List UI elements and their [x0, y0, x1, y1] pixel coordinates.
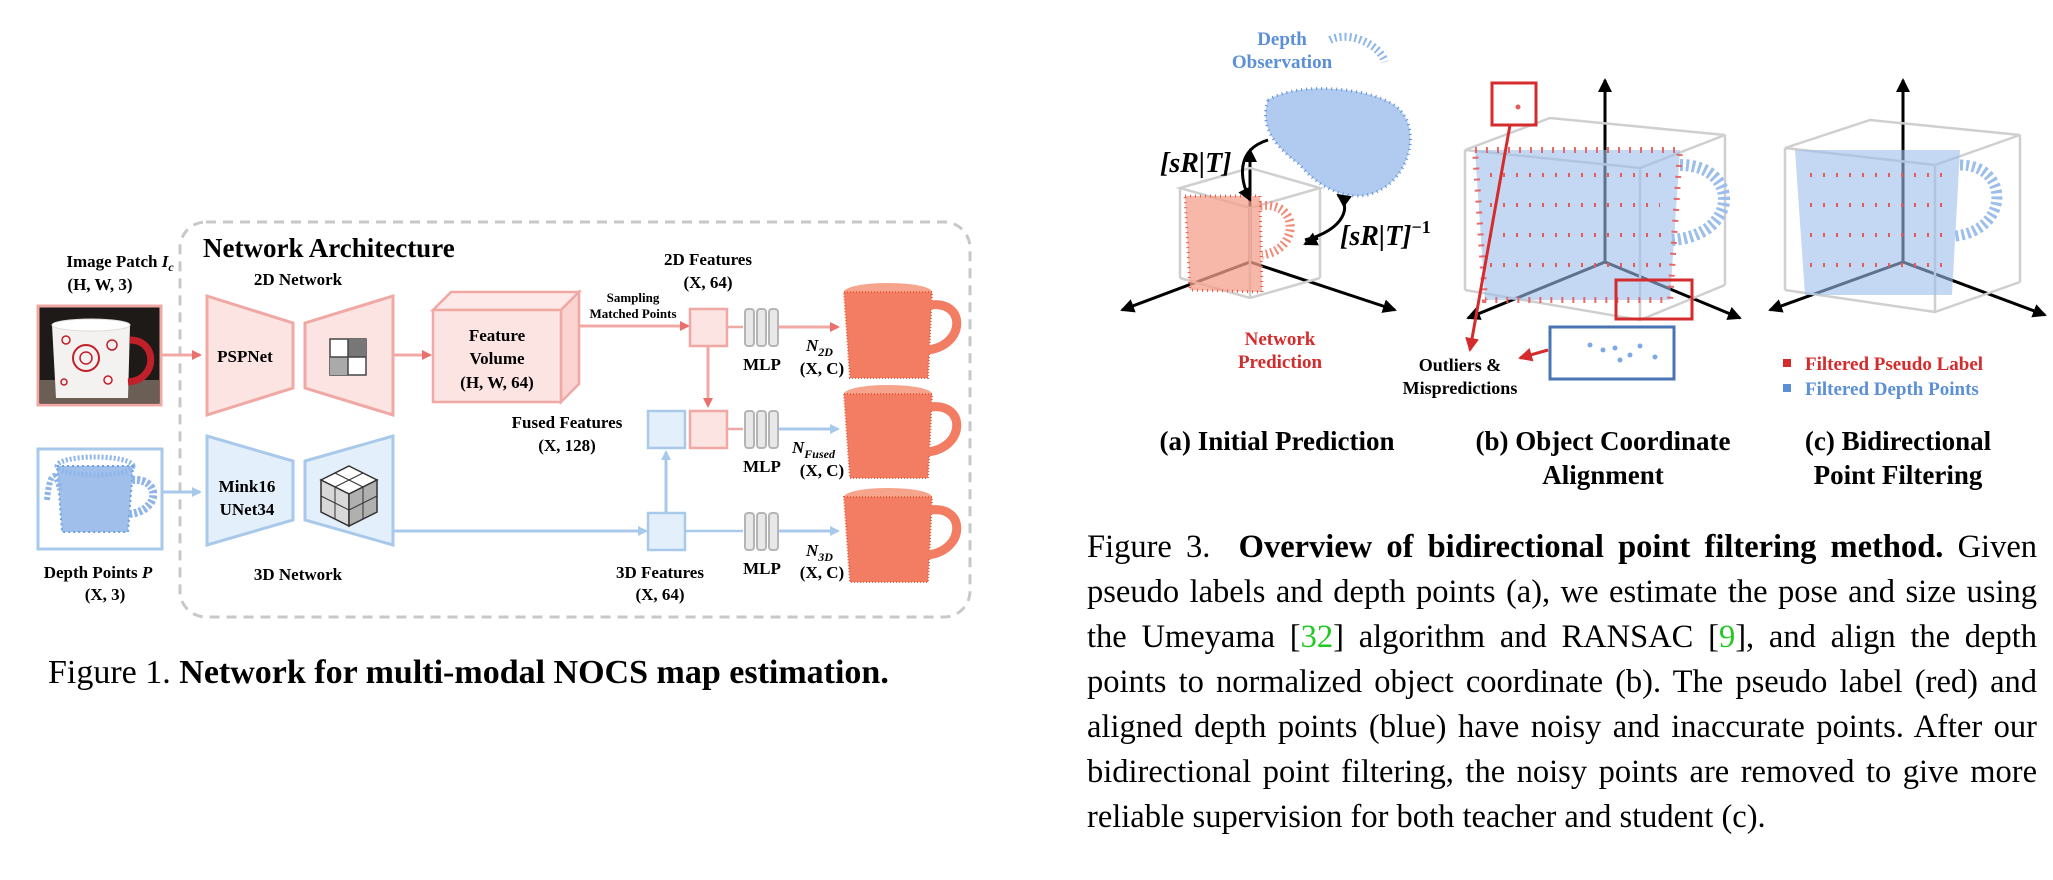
nfused-symbol: NFused: [791, 438, 836, 461]
feature-volume-line1: Feature: [469, 326, 526, 345]
features3d-box: [646, 511, 687, 552]
network-prediction-label-1: Network: [1245, 329, 1316, 350]
features3d-line1: 3D Features: [616, 563, 704, 582]
output-mug-3d: [842, 488, 962, 583]
grid-2d-icon: [329, 338, 367, 376]
citation-32[interactable]: 32: [1300, 619, 1334, 655]
citation-9[interactable]: 9: [1718, 619, 1736, 655]
n2d-symbol: N2D: [805, 336, 833, 359]
output-mug-fused: [842, 385, 962, 479]
figure-3: Depth Observation Network Prediction [sR…: [1120, 29, 2047, 490]
figure3-caption-text-1: Given pseudo labels and depth points (a)…: [1087, 529, 2037, 655]
depth-observation-label-1: Depth: [1257, 29, 1307, 50]
net2d-label: 2D Network: [254, 270, 343, 289]
figure3-caption-prefix: Figure 3.: [1087, 529, 1211, 565]
figure3-caption-title: Overview of bidirectional point filterin…: [1238, 529, 1944, 565]
mlp-block-fused: [744, 410, 779, 449]
fused-line1: Fused Features: [512, 413, 623, 432]
figure3-caption: Figure 3. Overview of bidirectional poin…: [1087, 525, 2037, 840]
figure3-caption-text-3: ], and align the depth points to normali…: [1087, 619, 2037, 835]
network-panel-border: [178, 220, 972, 619]
mlp-label-fused: MLP: [743, 457, 781, 476]
srt-arrow: [1238, 138, 1269, 202]
image-patch-shape: (H, W, 3): [67, 275, 132, 294]
subcaption-c-1: (c) Bidirectional: [1805, 426, 1992, 456]
mlp-label-3d: MLP: [743, 559, 781, 578]
misprediction-box: [1548, 325, 1676, 381]
subcaption-a: (a) Initial Prediction: [1160, 426, 1395, 456]
figure1-caption-prefix: Figure 1.: [48, 654, 171, 691]
feature-volume-line3: (H, W, 64): [460, 373, 534, 392]
outliers-label-2: Mispredictions: [1403, 378, 1518, 398]
network-prediction-cloud: [1183, 194, 1295, 294]
subcaption-b-1: (b) Object Coordinate: [1476, 426, 1731, 456]
nfused-shape: (X, C): [800, 461, 844, 480]
legend-blue-swatch: [1783, 384, 1791, 392]
mlp-block-3d: [744, 512, 779, 551]
misprediction-points: [1587, 342, 1658, 363]
outlier-pointer-1: [1465, 124, 1512, 352]
depth-points-label: Depth Points P: [44, 563, 153, 582]
figure3-caption-text-2: ] algorithm and RANSAC [: [1333, 619, 1719, 655]
depth-observation-label-2: Observation: [1232, 52, 1333, 73]
features2d-box: [688, 307, 729, 348]
features3d-line2: (X, 64): [635, 585, 684, 604]
pspnet-label: PSPNet: [217, 347, 273, 366]
srt-inv-arrow: [1304, 193, 1352, 242]
legend-red-label: Filtered Pseudo Label: [1805, 354, 1983, 375]
features2d-line1: 2D Features: [664, 250, 752, 269]
figure-1: Network Architecture Image Patch Ic (H, …: [36, 220, 972, 619]
outliers-label-1: Outliers &: [1419, 355, 1502, 375]
depth-observation-cloud: [1264, 32, 1412, 198]
figure1-caption-title: Network for multi-modal NOCS map estimat…: [179, 654, 889, 691]
subcaption-b-2: Alignment: [1542, 460, 1664, 490]
panel-title: Network Architecture: [203, 233, 455, 263]
legend-red-swatch: [1783, 359, 1791, 367]
image-patch-label: Image Patch Ic: [66, 252, 174, 274]
mlp-block-2d: [744, 308, 779, 347]
depth-points-shape: (X, 3): [85, 585, 126, 604]
outlier-box-right: [1614, 278, 1694, 321]
mlp-label-2d: MLP: [743, 355, 781, 374]
mug-photo: [36, 304, 163, 407]
mink-encoder: [205, 434, 295, 547]
legend-blue-label: Filtered Depth Points: [1805, 379, 1979, 400]
subcaption-c-2: Point Filtering: [1814, 460, 1983, 490]
outlier-box-top: [1490, 81, 1538, 127]
features2d-line2: (X, 64): [683, 273, 732, 292]
fused-line2: (X, 128): [538, 436, 596, 455]
panel-b-cloud: [1471, 147, 1730, 303]
output-mug-2d: [842, 283, 962, 379]
fused-box-2d: [688, 409, 729, 450]
depth-points-cloud: [36, 447, 164, 551]
mink-label-2: UNet34: [220, 500, 275, 519]
voxel-cube-icon: [319, 465, 379, 528]
feature-volume-line2: Volume: [469, 349, 525, 368]
fused-box-3d: [646, 409, 687, 450]
pspnet-encoder: [205, 293, 295, 418]
figure1-caption: Figure 1. Network for multi-modal NOCS m…: [48, 654, 889, 692]
n3d-symbol: N3D: [805, 541, 833, 564]
srt-inv-label: [sR|T]−1: [1340, 217, 1431, 252]
n2d-shape: (X, C): [800, 359, 844, 378]
srt-label: [sR|T]: [1160, 148, 1232, 179]
panel-c-cloud: [1795, 150, 2003, 295]
sampling-line2: Matched Points: [589, 306, 676, 321]
mink-label-1: Mink16: [219, 477, 276, 496]
net3d-label: 3D Network: [254, 565, 343, 584]
sampling-line1: Sampling: [607, 290, 660, 305]
outlier-pointer-2: [1518, 347, 1549, 362]
n3d-shape: (X, C): [800, 563, 844, 582]
network-prediction-label-2: Prediction: [1238, 352, 1323, 373]
feature-volume-box: [429, 288, 583, 406]
